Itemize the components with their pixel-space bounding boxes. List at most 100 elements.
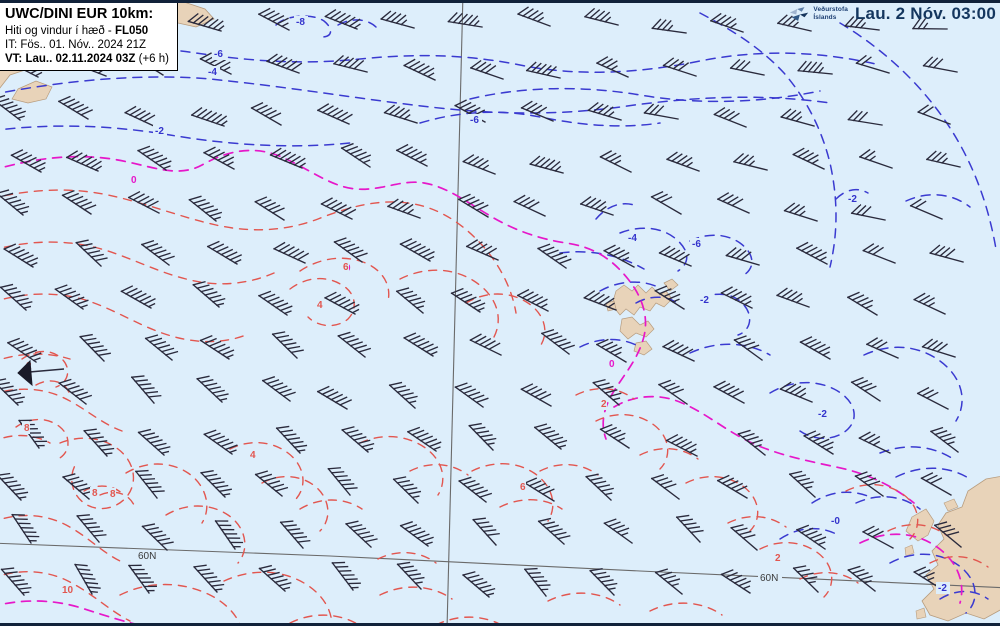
contour-label: -2 [846, 193, 860, 205]
svg-text:8: 8 [92, 488, 98, 499]
wind-barb [650, 473, 680, 500]
svg-text:2: 2 [601, 399, 607, 410]
wind-barb [654, 568, 683, 595]
contour-label: -6 [690, 238, 704, 250]
wind-barb [196, 375, 229, 403]
wind-barb [83, 428, 115, 457]
wind-barb [203, 146, 235, 170]
contour-label: 8 [22, 422, 30, 434]
wind-barb [513, 194, 546, 217]
wind-barb [462, 571, 496, 598]
wind-barb [917, 104, 951, 125]
wind-barb [524, 477, 555, 502]
wind-barb [589, 568, 618, 596]
wind-barb [454, 382, 489, 408]
isotherm-negative-layer [0, 12, 997, 614]
wind-barb [57, 95, 93, 120]
wind-barb [266, 53, 303, 74]
wind-barb [188, 195, 223, 222]
wind-barb [144, 334, 179, 361]
legend-init-time: IT: Fös.. 01. Nóv.. 2024 21Z [5, 38, 147, 51]
graticule-layer [0, 3, 1000, 623]
svg-text:-2: -2 [700, 295, 709, 306]
wind-barb [729, 58, 765, 76]
weather-map-canvas[interactable]: -8-6-4-2-4-6-2-2-2-6-2-0000246888102246 … [0, 3, 1000, 626]
legend-product-prefix: Hiti og vindur í hæð - [5, 24, 115, 37]
wind-barb [517, 6, 551, 27]
latitude-label: 60N [758, 572, 782, 584]
wind-barb [465, 239, 499, 261]
wind-barb [662, 57, 697, 77]
wind-barb [273, 241, 310, 264]
wind-barb [141, 523, 174, 551]
legend-product-line: Hiti og vindur í hæð - FL050 [5, 24, 169, 38]
svg-text:-2: -2 [938, 583, 947, 594]
svg-text:-4: -4 [208, 67, 217, 78]
brand-line-1: Veðurstofa [813, 6, 848, 14]
wind-barb [396, 561, 425, 590]
wind-barb [850, 204, 886, 221]
wind-barb [865, 337, 899, 359]
wind-barb [74, 563, 101, 595]
svg-text:8: 8 [110, 489, 116, 500]
svg-text:2: 2 [775, 553, 781, 564]
wind-barb [844, 16, 880, 31]
wind-barb [65, 150, 103, 172]
wind-barb [776, 287, 810, 308]
contour-label: -8 [294, 16, 308, 28]
wind-barb-pennant-50kt [17, 359, 65, 387]
wind-barb [595, 338, 627, 363]
wind-barb [380, 10, 415, 29]
wind-barb [537, 243, 572, 269]
sea-background [0, 3, 1000, 623]
wind-barb [599, 150, 632, 173]
wind-barb [130, 375, 162, 404]
wind-barb [537, 517, 571, 545]
contour-label: 2 [773, 552, 781, 564]
wind-barb [392, 476, 422, 504]
legend-valid-time: VT: Lau.. 02.11.2024 03Z (+6 h) [5, 52, 169, 66]
wind-barb [666, 151, 700, 172]
contour-label: 2 [599, 398, 607, 410]
wind-barb [862, 525, 894, 549]
wind-barb [134, 469, 165, 499]
wind-barb [651, 18, 687, 34]
wind-barb [650, 191, 682, 215]
wind-barb [733, 152, 768, 171]
wind-barb [603, 518, 633, 544]
brand-line-2: Íslands [813, 14, 837, 21]
wind-barb [206, 240, 242, 265]
wind-barb [316, 385, 352, 410]
svg-text:0: 0 [131, 175, 137, 186]
wind-barb [854, 471, 884, 497]
wind-barb [520, 383, 552, 407]
forecast-timestamp: Lau. 2 Nóv. 03:00 [854, 4, 996, 23]
wind-barb [11, 513, 40, 544]
wind-barb [525, 61, 561, 79]
wind-barb [596, 56, 629, 78]
wind-barb [658, 379, 688, 405]
latitude-label-layer: 60N 60N [136, 550, 782, 584]
wind-barb [3, 243, 39, 268]
wind-barb [540, 328, 575, 355]
vedurstofa-islands-logo[interactable]: Veðurstofa Íslands [788, 6, 848, 23]
contour-label: 0 [129, 174, 137, 186]
contour-label-layer: -8-6-4-2-4-6-2-2-2-6-2-0000246888102246 [22, 16, 950, 596]
wind-barb [269, 147, 306, 169]
wind-barb [458, 476, 493, 503]
wind-barb [850, 376, 881, 402]
wind-barb [324, 291, 360, 315]
svg-text:-2: -2 [848, 194, 857, 205]
wind-barb [520, 100, 554, 122]
wind-barb [383, 104, 418, 124]
wind-barb [665, 433, 698, 457]
svg-text:-0: -0 [831, 516, 840, 527]
wind-barb [388, 381, 418, 409]
wind-barb [922, 56, 958, 73]
wind-barb [529, 155, 564, 174]
wind-barb [720, 286, 753, 309]
wind-barb [792, 147, 825, 170]
wind-barb-layer [0, 6, 964, 598]
wind-barb [847, 565, 876, 592]
wind-barb [200, 470, 232, 498]
